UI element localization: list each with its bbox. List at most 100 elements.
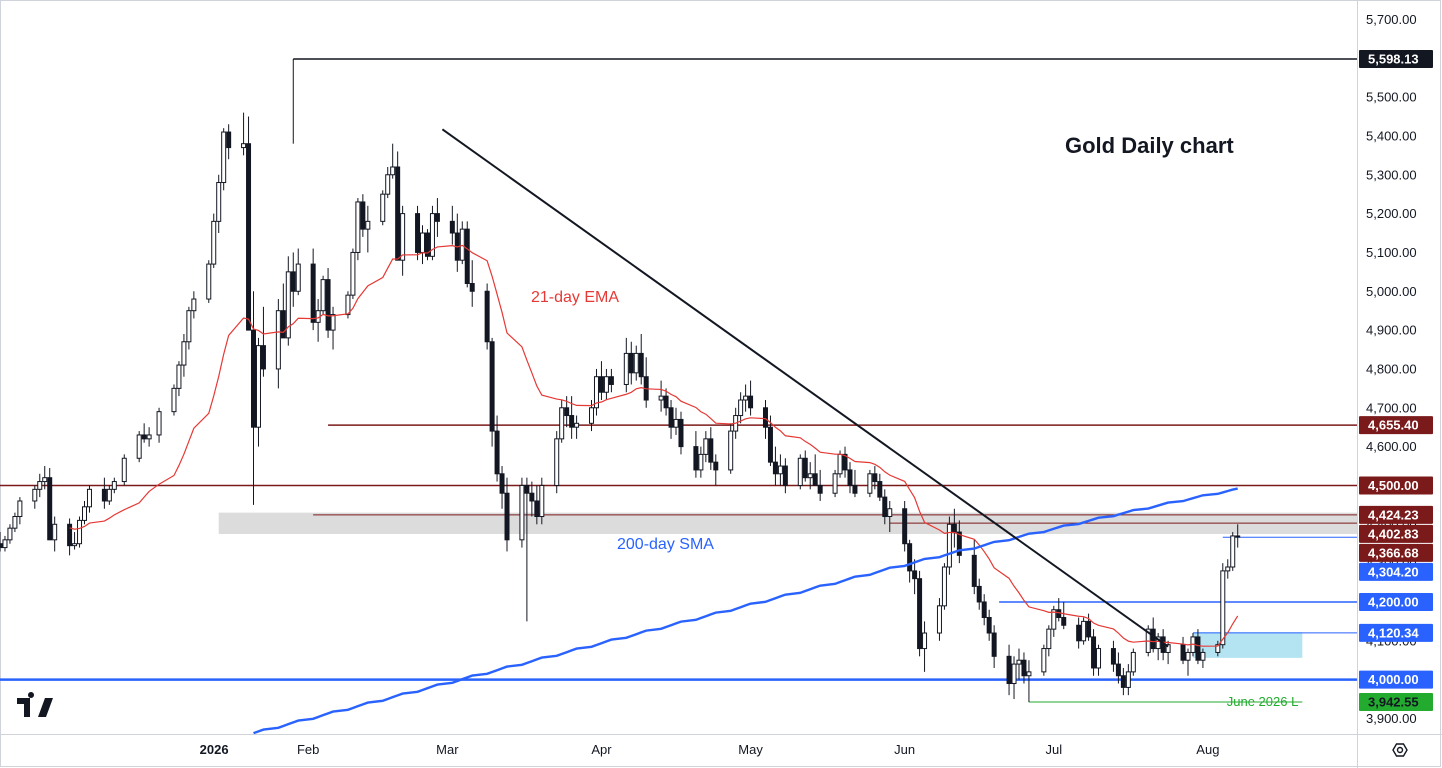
candle-2026-02-10 (350, 248, 356, 300)
candle-body-down (569, 415, 575, 428)
candle-2026-01-30 (295, 248, 301, 296)
candle-body-up (355, 201, 361, 253)
settings-icon[interactable] (1392, 743, 1408, 757)
candle-body-up (216, 182, 222, 222)
candle-body-up (7, 527, 13, 541)
price-tag-4,000.00: 4,000.00 (1359, 670, 1433, 689)
candle-body-down (917, 578, 923, 650)
candle-body-down (802, 457, 808, 479)
candle-2026-04-21 (698, 446, 704, 478)
candle-2026-06-26 (1026, 660, 1032, 703)
candle-body-up (936, 605, 942, 634)
candle-body-down (360, 201, 366, 230)
candle-body-down (1150, 628, 1156, 650)
candle-2026-02-19 (395, 151, 401, 261)
candle-2026-01-12 (206, 260, 212, 303)
candle-2026-04-20 (693, 431, 699, 478)
candle-2026-02-27 (434, 198, 440, 237)
candle-2026-04-29 (738, 392, 744, 424)
candle-2026-04-14 (663, 388, 669, 416)
candle-2026-05-21 (847, 462, 853, 494)
candle-2026-04-30 (743, 384, 749, 412)
candle-body-up (574, 422, 580, 428)
candle-2026-01-02 (156, 407, 162, 443)
candle-body-up (887, 508, 893, 518)
candle-body-up (1016, 659, 1022, 665)
candle-body-down (1195, 636, 1201, 661)
candle-2026-08-03 (1215, 640, 1221, 657)
candle-body-down (902, 508, 908, 545)
candle-2026-04-06 (623, 337, 629, 393)
candle-body-up (867, 473, 873, 494)
price-tick-label: 4,600.00 (1366, 439, 1417, 454)
candle-2026-07-24 (1165, 640, 1171, 665)
candle-body-up (728, 430, 734, 471)
candle-2026-06-02 (907, 539, 913, 583)
candle-body-down (1115, 663, 1121, 677)
candle-2026-05-25 (867, 469, 873, 498)
candle-2026-06-19 (991, 625, 997, 668)
candle-2026-04-13 (658, 380, 664, 412)
candle-body-up (837, 453, 843, 475)
candle-2026-04-23 (708, 427, 714, 470)
downtrend-line (441, 128, 1169, 648)
tradingview-logo[interactable] (17, 691, 53, 717)
candle-2026-03-13 (504, 477, 510, 552)
candle-2026-06-04 (917, 570, 923, 657)
candle-2026-04-17 (678, 411, 684, 455)
candle-body-up (12, 516, 18, 529)
candle-2026-07-09 (1091, 629, 1097, 676)
candle-body-up (1026, 671, 1032, 677)
candle-2026-02-05 (325, 267, 331, 338)
candle-body-down (395, 166, 401, 261)
candle-2025-12-02 (2, 535, 8, 552)
candle-body-down (981, 601, 987, 618)
candle-body-down (251, 329, 257, 428)
candle-body-up (111, 481, 117, 490)
candle-body-up (350, 251, 356, 296)
candle-body-up (211, 220, 217, 265)
candle-2026-08-04 (1220, 563, 1226, 649)
price-tag-bg (1359, 49, 1433, 68)
candle-body-up (275, 310, 281, 370)
price-tick-label: 5,000.00 (1366, 284, 1417, 299)
candle-body-up (1096, 648, 1102, 669)
zones-layer (218, 512, 1358, 658)
candle-2026-08-06 (1230, 532, 1236, 571)
candle-body-down (1061, 616, 1067, 626)
candle-body-up (946, 523, 952, 568)
candle-body-up (32, 488, 38, 502)
candle-2025-12-04 (12, 512, 18, 533)
candle-2025-12-17 (77, 516, 83, 548)
candle-body-up (156, 411, 162, 436)
time-tick-label: Jul (1045, 742, 1062, 757)
candle-body-up (345, 294, 351, 316)
candle-body-up (181, 341, 187, 366)
candle-2026-02-23 (415, 205, 421, 261)
candle-body-up (186, 310, 192, 343)
candle-2026-05-07 (777, 454, 783, 486)
price-tag-label: 4,500.00 (1368, 478, 1419, 493)
candle-2026-01-07 (181, 333, 187, 377)
candle-2025-12-09 (37, 473, 43, 498)
price-tick-label: 5,200.00 (1366, 206, 1417, 221)
candle-body-up (797, 457, 803, 486)
candle-body-down (872, 473, 878, 483)
candle-body-down (246, 143, 252, 331)
price-tick-label: 5,700.00 (1366, 12, 1417, 27)
time-tick-label: Aug (1196, 742, 1219, 757)
candle-body-down (767, 426, 773, 463)
time-axis[interactable]: 2026 Feb Mar Apr May Jun Jul Aug (200, 742, 1220, 757)
candle-body-up (380, 193, 386, 222)
candle-2025-12-15 (67, 518, 73, 556)
candle-body-down (782, 465, 788, 486)
candle-2026-01-13 (211, 213, 217, 268)
candle-body-up (1011, 663, 1017, 685)
candle-2026-03-06 (469, 260, 475, 307)
candle-2026-02-20 (400, 205, 406, 276)
candle-2026-02-02 (310, 248, 316, 331)
june-low-label: June 2026 L (1227, 694, 1299, 709)
candle-body-down (956, 531, 962, 556)
candle-2026-06-24 (1016, 648, 1022, 680)
candle-2026-05-12 (802, 450, 808, 482)
